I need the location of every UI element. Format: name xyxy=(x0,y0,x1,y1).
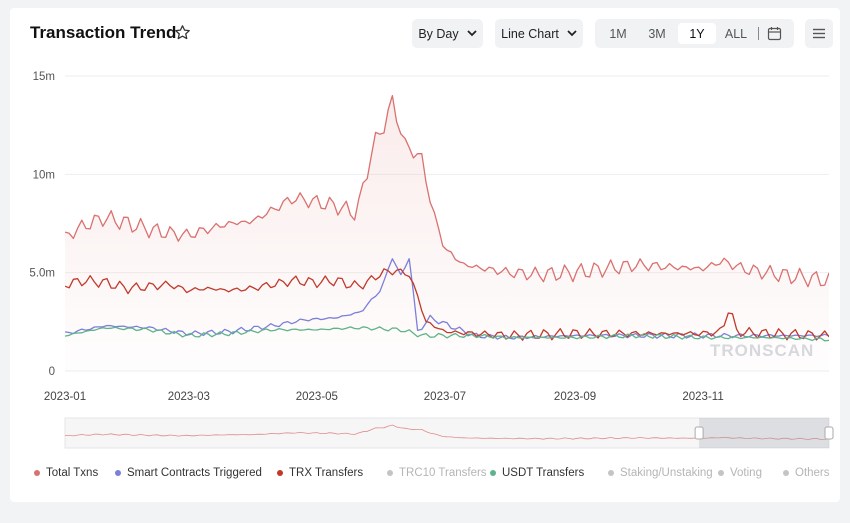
transaction-trend-card: Transaction Trend By Day Line Chart 1M 3… xyxy=(10,8,840,502)
legend-label: USDT Transfers xyxy=(502,467,585,479)
chart-type-dropdown[interactable]: Line Chart xyxy=(495,19,583,48)
tronscan-watermark: TRONSCAN xyxy=(710,341,814,360)
chevron-down-icon xyxy=(567,30,577,37)
chart-menu-button[interactable] xyxy=(805,19,833,48)
legend-item[interactable]: Smart Contracts Triggered xyxy=(115,467,262,479)
data-zoom-start-handle[interactable] xyxy=(694,426,704,440)
x-tick-label: 2023-07 xyxy=(424,391,466,403)
range-3m[interactable]: 3M xyxy=(648,26,666,41)
legend-item[interactable]: Total Txns xyxy=(34,467,98,479)
legend-label: TRC10 Transfers xyxy=(399,467,487,479)
legend-dot-icon xyxy=(490,470,496,476)
legend-dot-icon xyxy=(277,470,283,476)
legend-label: Smart Contracts Triggered xyxy=(127,467,262,479)
legend-label: Total Txns xyxy=(46,467,99,479)
chevron-down-icon xyxy=(467,30,477,37)
legend-item[interactable]: Voting xyxy=(718,467,762,479)
legend-item[interactable]: USDT Transfers xyxy=(490,467,584,479)
legend-label: Others xyxy=(795,467,830,479)
group-by-label: By Day xyxy=(418,26,459,41)
legend-item[interactable]: Others xyxy=(783,467,830,479)
group-by-dropdown[interactable]: By Day xyxy=(412,19,483,48)
data-zoom-window[interactable] xyxy=(699,418,829,448)
data-zoom-end-handle[interactable] xyxy=(824,426,834,440)
x-tick-label: 2023-01 xyxy=(44,391,86,403)
legend-label: TRX Transfers xyxy=(289,467,364,479)
x-tick-label: 2023-09 xyxy=(554,391,596,403)
range-divider xyxy=(758,27,759,40)
chart-type-label: Line Chart xyxy=(501,26,559,41)
x-tick-label: 2023-05 xyxy=(296,391,338,403)
legend-dot-icon xyxy=(608,470,614,476)
legend-dot-icon xyxy=(718,470,724,476)
range-all[interactable]: ALL xyxy=(724,26,748,41)
x-tick-label: 2023-11 xyxy=(682,391,723,403)
hamburger-menu-icon xyxy=(813,28,825,39)
legend-item[interactable]: TRC10 Transfers xyxy=(387,467,487,479)
favorite-star-icon[interactable] xyxy=(174,24,191,41)
legend-item[interactable]: Staking/Unstaking xyxy=(608,467,713,479)
y-tick-label: 15m xyxy=(33,71,55,83)
series-line-usdt-transfers[interactable] xyxy=(65,326,829,342)
legend-dot-icon xyxy=(34,470,40,476)
legend-dot-icon xyxy=(387,470,393,476)
calendar-icon[interactable] xyxy=(767,26,782,41)
legend-label: Voting xyxy=(730,467,762,479)
y-tick-label: 10m xyxy=(33,169,55,181)
legend-dot-icon xyxy=(115,470,121,476)
page-title: Transaction Trend xyxy=(30,23,177,42)
series-area-total-txns xyxy=(65,95,829,371)
y-tick-label: 0 xyxy=(49,366,55,378)
series-line-total-txns[interactable] xyxy=(65,94,829,288)
transaction-trend-chart: TRONSCAN 0 5.0m 10m 15m 2023-01 2023-03 2023-0… xyxy=(29,71,834,449)
range-selector: 1M 3M 1Y ALL xyxy=(595,19,794,48)
y-tick-label: 5.0m xyxy=(29,268,55,280)
legend-item[interactable]: TRX Transfers xyxy=(277,467,363,479)
range-1y[interactable]: 1Y xyxy=(678,23,716,44)
chart-legend: Total Txns Smart Contracts Triggered TRX T… xyxy=(34,467,840,483)
series-line-trx-transfers[interactable] xyxy=(65,268,829,341)
legend-dot-icon xyxy=(783,470,789,476)
legend-label: Staking/Unstaking xyxy=(620,467,713,479)
x-tick-label: 2023-03 xyxy=(168,391,210,403)
range-1m[interactable]: 1M xyxy=(609,26,627,41)
